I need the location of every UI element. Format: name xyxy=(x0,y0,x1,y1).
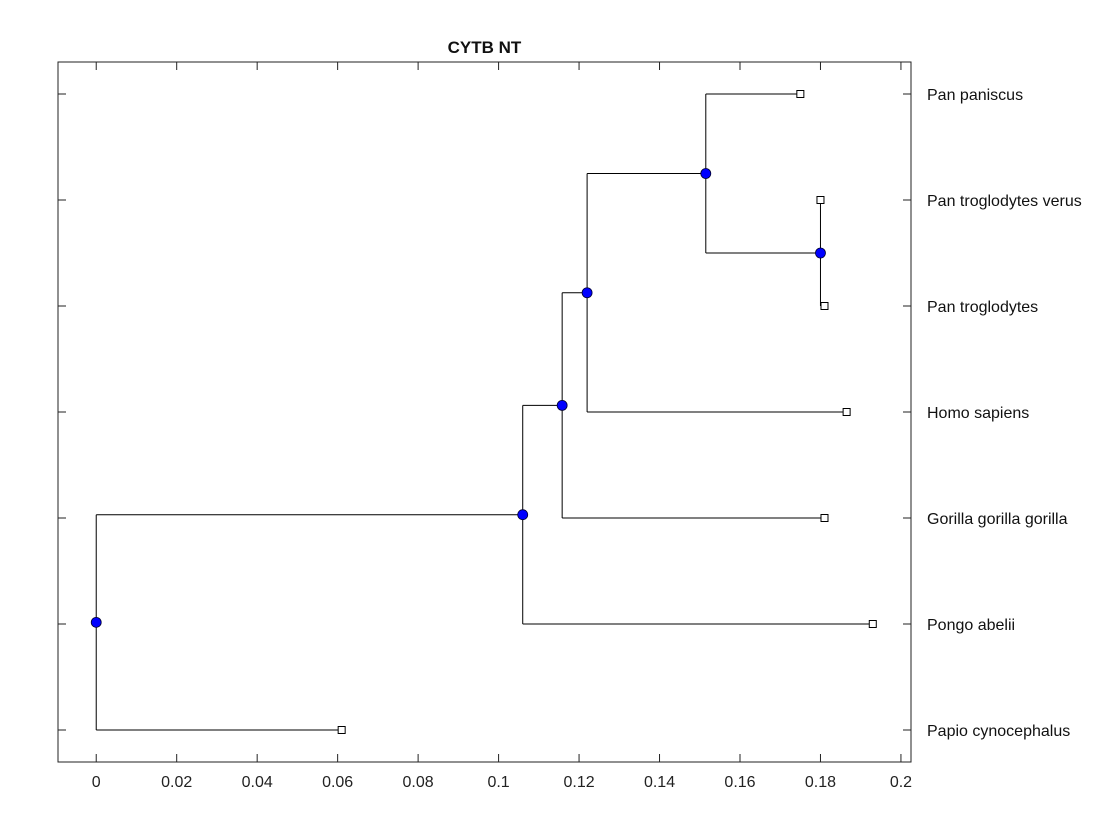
leaf-label: Papio cynocephalus xyxy=(927,723,1070,740)
internal-nodes xyxy=(90,168,826,628)
x-tick-label: 0 xyxy=(92,774,101,791)
leaf-node-marker xyxy=(868,620,877,628)
leaf-node-marker xyxy=(337,726,346,734)
branches xyxy=(95,93,873,731)
leaf-node-marker xyxy=(820,514,829,522)
chart-title: CYTB NT xyxy=(448,38,522,57)
leaf-label: Pan paniscus xyxy=(927,87,1023,104)
x-tick-label: 0.1 xyxy=(487,774,509,791)
leaf-label: Pan troglodytes verus xyxy=(927,193,1082,210)
leaf-label: Homo sapiens xyxy=(927,405,1029,422)
internal-node-marker xyxy=(556,399,568,411)
x-axis-ticks: 0 0.02 0.04 0.06 0.08 0.1 0.12 0.14 0.16 0.18 0.2 xyxy=(92,62,912,791)
internal-node-marker xyxy=(815,247,826,259)
x-tick-label: 0.2 xyxy=(890,774,912,791)
x-tick-label: 0.04 xyxy=(242,774,273,791)
internal-node-marker xyxy=(700,168,712,179)
x-tick-label: 0.08 xyxy=(403,774,434,791)
leaf-node-marker xyxy=(842,408,851,416)
leaf-label: Gorilla gorilla gorilla xyxy=(927,511,1068,528)
leaf-nodes xyxy=(337,90,877,734)
internal-node-marker xyxy=(90,616,102,628)
leaf-label: Pan troglodytes xyxy=(927,299,1038,316)
x-tick-label: 0.12 xyxy=(563,774,594,791)
leaf-node-marker xyxy=(816,196,825,204)
x-tick-label: 0.14 xyxy=(644,774,675,791)
x-tick-label: 0.16 xyxy=(724,774,755,791)
internal-node-marker xyxy=(517,509,529,521)
internal-node-marker xyxy=(581,287,593,299)
leaf-node-marker xyxy=(820,302,829,310)
x-tick-label: 0.06 xyxy=(322,774,353,791)
leaf-labels: Pan paniscus Pan troglodytes verus Pan tro… xyxy=(927,87,1082,740)
x-tick-label: 0.18 xyxy=(805,774,836,791)
x-tick-label: 0.02 xyxy=(161,774,192,791)
leaf-label: Pongo abelii xyxy=(927,617,1015,634)
y-axis-ticks xyxy=(58,93,911,731)
leaf-node-marker xyxy=(796,90,805,98)
